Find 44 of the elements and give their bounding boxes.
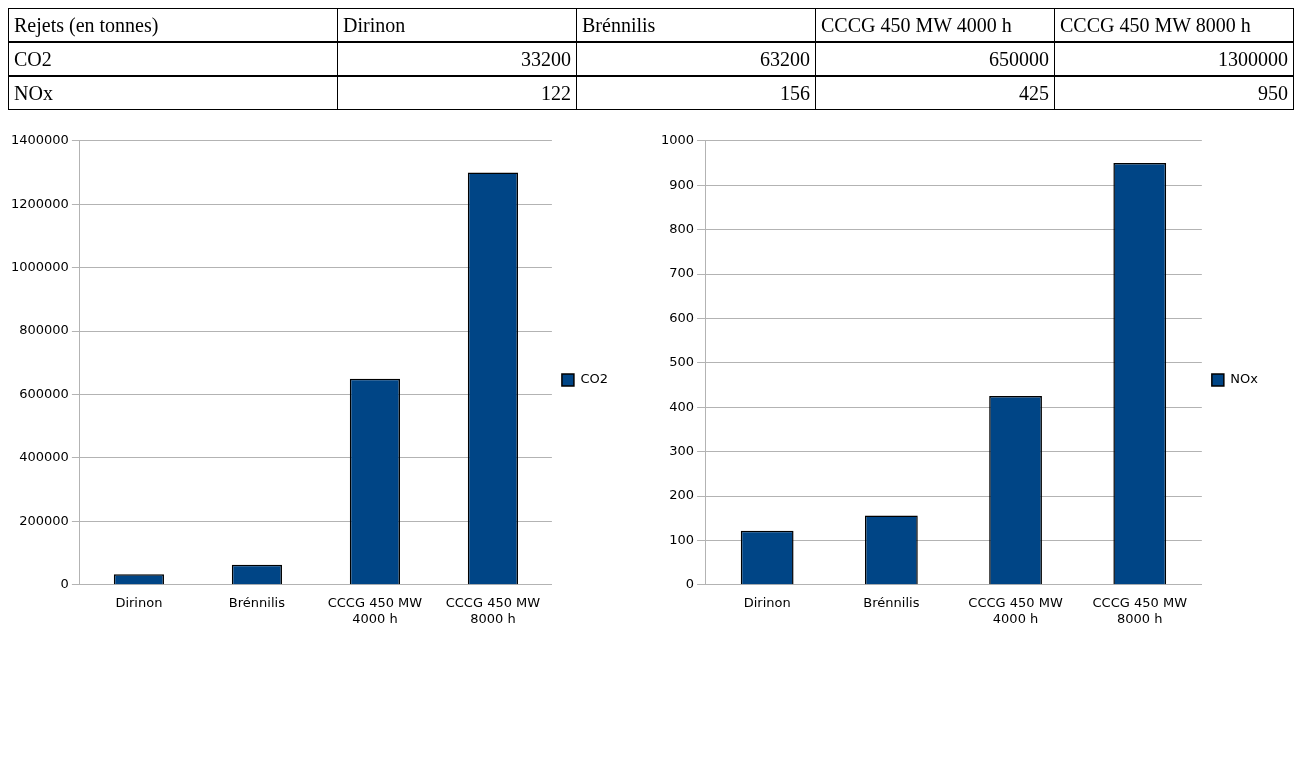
y-tick-label: 900	[669, 176, 695, 192]
x-tick-label: Dirinon	[115, 594, 163, 610]
legend-label: NOx	[1230, 371, 1259, 387]
y-tick-label: 100	[669, 531, 695, 547]
text: 63200	[760, 47, 810, 71]
x-tick-label: CCCG 450 MW 8000 h	[1092, 594, 1188, 626]
y-tick-label: 1000	[660, 132, 695, 148]
y-tick-label: 0	[60, 576, 69, 592]
x-tick-label: CCCG 450 MW 4000 h	[327, 594, 423, 626]
y-tick-label: 1200000	[10, 195, 69, 211]
x-tick-label: CCCG 450 MW 8000 h	[445, 594, 541, 626]
y-tick-label: 200000	[19, 512, 69, 528]
text: 425	[1019, 81, 1049, 105]
text: 1300000	[1218, 47, 1288, 71]
text: Rejets (en tonnes)	[14, 13, 159, 37]
x-tick-label: Dirinon	[743, 594, 791, 610]
y-tick-label: 400	[669, 398, 695, 414]
text: CO2	[14, 47, 52, 70]
text: 33200	[521, 47, 571, 71]
y-tick-label: 0	[685, 576, 695, 592]
y-tick-label: 800000	[19, 322, 69, 338]
x-tick-label: Brénnilis	[863, 594, 920, 610]
category-label: Dirinon	[343, 13, 406, 36]
y-tick-label: 1400000	[10, 132, 69, 148]
y-tick-label: 700	[669, 265, 695, 281]
y-tick-label: 600000	[19, 385, 69, 401]
text: 122	[541, 81, 571, 105]
legend-label: CO2	[580, 371, 609, 387]
y-tick-label: 600	[669, 309, 695, 325]
category-label: CCCG 450 MW 8000 h	[1060, 13, 1251, 36]
text: NOx	[14, 81, 53, 104]
x-tick-label: CCCG 450 MW 4000 h	[968, 594, 1063, 626]
text: 156	[780, 81, 810, 105]
text: 650000	[989, 47, 1049, 71]
category-label: Brénnilis	[582, 13, 656, 36]
y-tick-label: 300	[669, 442, 695, 458]
text: 950	[1258, 81, 1288, 105]
category-label: CCCG 450 MW 4000 h	[821, 13, 1012, 36]
y-tick-label: 800	[669, 220, 695, 236]
y-tick-label: 1000000	[10, 259, 69, 275]
y-tick-label: 500	[669, 354, 695, 370]
x-tick-label: Brénnilis	[228, 594, 286, 610]
y-tick-label: 400000	[19, 449, 69, 465]
y-tick-label: 200	[669, 487, 695, 503]
